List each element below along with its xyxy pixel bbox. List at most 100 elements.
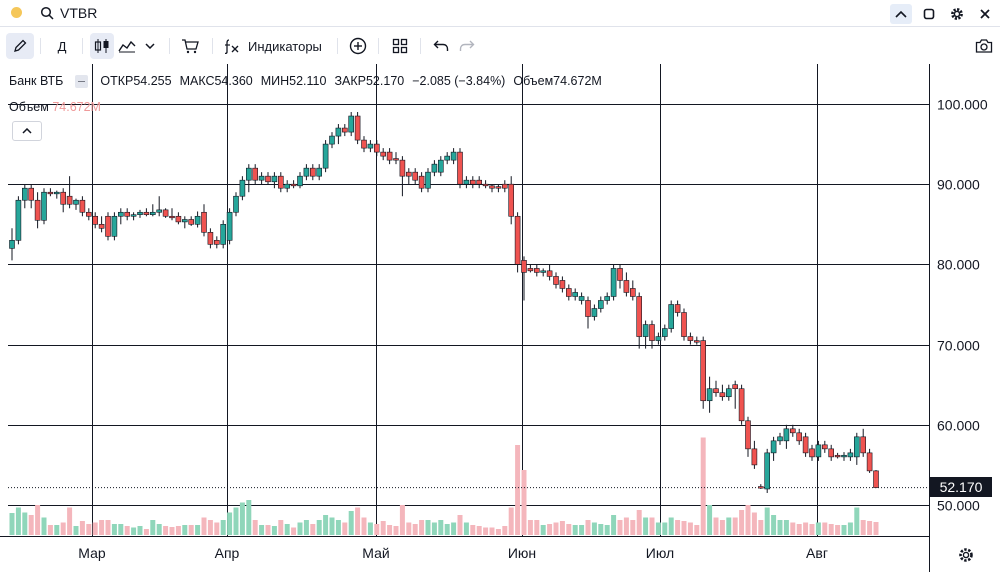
trade-button[interactable]: [178, 33, 202, 59]
candles-button[interactable]: [90, 33, 114, 59]
candle-body: [303, 167, 310, 177]
candle-body: [60, 191, 67, 205]
volume-bar: [591, 522, 597, 535]
volume-bar: [111, 524, 117, 535]
volume-bar: [745, 505, 751, 535]
volume-bar: [188, 525, 194, 535]
ohlc-legend: Банк ВТБ ОТКР 54.255 МАКС 54.360 МИН 52.110…: [9, 74, 602, 88]
window-dot[interactable]: [11, 7, 22, 18]
candle-body: [617, 268, 623, 281]
candle-body: [150, 211, 156, 215]
chart-settings-button[interactable]: [956, 545, 976, 565]
chevron-down-icon: [145, 43, 155, 49]
candle-body: [821, 444, 828, 450]
low-value: 52.110: [289, 74, 327, 88]
volume-bar: [303, 520, 309, 535]
indicators-button[interactable]: Индикаторы: [222, 33, 330, 59]
toolbar-divider: [337, 38, 338, 54]
close-button[interactable]: [974, 4, 996, 24]
close-label: ЗАКР: [334, 74, 366, 88]
window-settings-button[interactable]: [946, 4, 968, 24]
drawing-tool-button[interactable]: [6, 33, 34, 59]
volume-bar: [515, 445, 521, 535]
volume-legend-value: 74.672M: [52, 100, 101, 114]
volume-bar: [137, 526, 143, 535]
legend-collapse-button[interactable]: [12, 121, 42, 141]
volume-bar: [726, 517, 732, 535]
candle-body: [373, 143, 380, 153]
volume-bar: [99, 520, 105, 535]
candle-body: [540, 270, 547, 273]
layout-button[interactable]: [388, 33, 412, 59]
volume-bar: [707, 505, 713, 535]
price-chart[interactable]: 100.000 90.000 80.000 70.000 60.000 50.000 Мар…: [0, 64, 1000, 572]
candle-body: [207, 232, 214, 245]
candle-body: [565, 288, 572, 297]
volume-bar: [425, 520, 431, 535]
candle-body: [687, 336, 694, 341]
candle-body: [706, 388, 713, 402]
volume-bar: [585, 520, 591, 535]
candle-body: [290, 183, 297, 187]
area-chart-button[interactable]: [116, 33, 138, 59]
candle-body: [802, 436, 809, 454]
candle-body: [764, 452, 771, 490]
price-tick-label: 80.000: [937, 257, 980, 273]
series-name: Банк ВТБ: [9, 74, 64, 88]
volume-bar: [815, 522, 821, 535]
volume-bar: [483, 527, 489, 535]
plus-circle-icon: [349, 37, 367, 55]
price-tick-label: 70.000: [937, 338, 980, 354]
volume-bar: [387, 525, 393, 535]
volume-bar: [214, 522, 220, 535]
volume-bar: [860, 520, 866, 535]
candle-body: [354, 115, 361, 141]
candle-body: [770, 440, 777, 454]
candle-body: [399, 159, 406, 177]
timeframe-button[interactable]: Д: [57, 38, 67, 54]
volume-bar: [118, 524, 124, 535]
pencil-icon: [14, 39, 27, 52]
volume-bar: [534, 520, 540, 535]
indicators-label: Индикаторы: [248, 38, 322, 54]
volume-bar: [783, 520, 789, 535]
volume-bar: [124, 526, 130, 535]
maximize-button[interactable]: [918, 4, 940, 24]
candle-body: [98, 224, 105, 229]
chart-type-dropdown[interactable]: [141, 33, 159, 59]
volume-bar: [310, 524, 316, 535]
candle-body: [489, 185, 495, 189]
volume-bar: [668, 517, 674, 535]
toolbar-divider: [212, 38, 213, 54]
candle-body: [834, 454, 841, 458]
square-icon: [923, 8, 935, 20]
candle-body: [514, 215, 521, 265]
screenshot-button[interactable]: [972, 33, 996, 59]
search-icon[interactable]: [40, 6, 54, 20]
candle-body: [783, 428, 790, 442]
candle-body: [258, 175, 265, 181]
candle-body: [661, 328, 668, 337]
candle-body: [642, 324, 649, 337]
volume-bar: [297, 522, 303, 535]
close-icon: [980, 9, 990, 19]
candle-body: [508, 183, 515, 217]
volume-bar: [284, 524, 290, 535]
compare-button[interactable]: [346, 33, 370, 59]
volume-bar: [399, 505, 405, 535]
time-tick-label: Май: [362, 545, 389, 561]
volume-bar: [335, 520, 341, 535]
candle-body: [815, 444, 822, 458]
volume-bar: [73, 526, 79, 535]
symbol-input[interactable]: VTBR: [60, 5, 98, 21]
volume-bar: [278, 520, 284, 535]
collapse-button[interactable]: [890, 4, 912, 24]
volume-bar: [822, 522, 828, 535]
volume-bar: [374, 524, 380, 535]
volume-bar: [41, 517, 47, 535]
redo-button[interactable]: [456, 33, 478, 59]
legend-toggle-icon[interactable]: [75, 74, 89, 88]
volume-bar: [361, 517, 367, 535]
undo-button[interactable]: [430, 33, 452, 59]
candle-body: [437, 159, 444, 173]
